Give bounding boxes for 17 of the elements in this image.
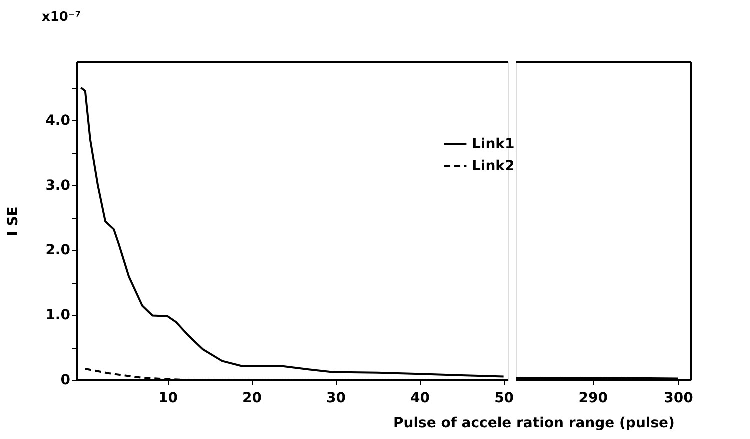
x-tick-label: 40 xyxy=(410,390,430,406)
x-tick-label: 300 xyxy=(664,390,694,406)
x-tick-label: 290 xyxy=(578,390,608,406)
y-tick-label: 0 xyxy=(60,372,71,388)
y-tick-label: 1.0 xyxy=(46,308,71,324)
x-tick-label: 10 xyxy=(158,390,178,406)
x-tick-label: 50 xyxy=(494,390,514,406)
y-tick-label: 4.0 xyxy=(46,112,71,129)
y-axis-title: I SE xyxy=(6,206,22,236)
text: x10⁻⁷ xyxy=(42,10,82,25)
y-tick-label: 2.0 xyxy=(46,242,71,259)
x-tick-label: 20 xyxy=(242,390,262,406)
legend-label: Link2 xyxy=(472,158,515,174)
legend-label: Link1 xyxy=(472,136,515,152)
y-tick-label: 3.0 xyxy=(46,178,71,194)
x-tick-label: 30 xyxy=(326,390,346,406)
x-axis-title: Pulse of accele ration range (pulse) xyxy=(394,416,675,432)
